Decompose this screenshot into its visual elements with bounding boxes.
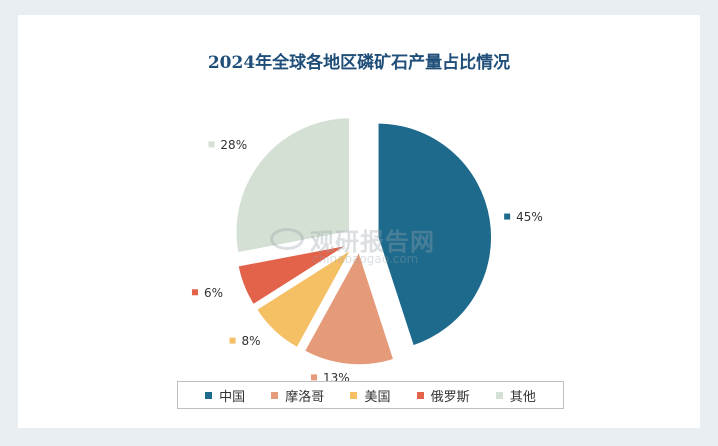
data-label-1: 45% [504, 210, 543, 224]
legend-label: 中国 [219, 389, 246, 405]
svg-text:6%: 6% [204, 286, 223, 300]
svg-text:28%: 28% [220, 138, 247, 152]
chart-title: 2024年全球各地区磷矿石产量占比情况 [207, 53, 511, 73]
legend-item-5: 其他 [495, 386, 536, 405]
svg-text:45%: 45% [516, 210, 543, 224]
data-label-5: 28% [208, 138, 247, 152]
pie-slice-1 [376, 121, 494, 349]
legend-label: 摩洛哥 [285, 389, 325, 405]
svg-text:8%: 8% [242, 334, 261, 348]
legend-label: 美国 [364, 389, 391, 405]
data-label-3: 8% [229, 334, 261, 348]
label-marker-2 [311, 374, 318, 381]
legend-label: 俄罗斯 [430, 389, 470, 405]
pie-slice-3 [253, 246, 354, 351]
legend-swatch [271, 391, 279, 399]
label-marker-4 [191, 289, 198, 296]
legend-item-2: 摩洛哥 [271, 386, 324, 405]
legend-swatch [350, 391, 358, 399]
legend-swatch [495, 391, 503, 399]
legend-swatch [416, 391, 424, 399]
pie-slice-5 [234, 115, 352, 255]
pie-slice-2 [301, 247, 397, 367]
legend-item-1: 中国 [205, 386, 245, 405]
label-marker-3 [229, 337, 236, 344]
data-label-4: 6% [191, 286, 223, 300]
pie-slice-4 [235, 242, 351, 308]
legend-item-3: 美国 [350, 386, 390, 405]
label-marker-1 [504, 213, 511, 220]
legend-label: 其他 [509, 389, 536, 405]
legend-swatch [205, 391, 213, 399]
legend: 中国 摩洛哥 美国 俄罗斯 其他 [177, 381, 564, 409]
label-marker-5 [208, 141, 215, 148]
legend-item-4: 俄罗斯 [416, 386, 470, 405]
